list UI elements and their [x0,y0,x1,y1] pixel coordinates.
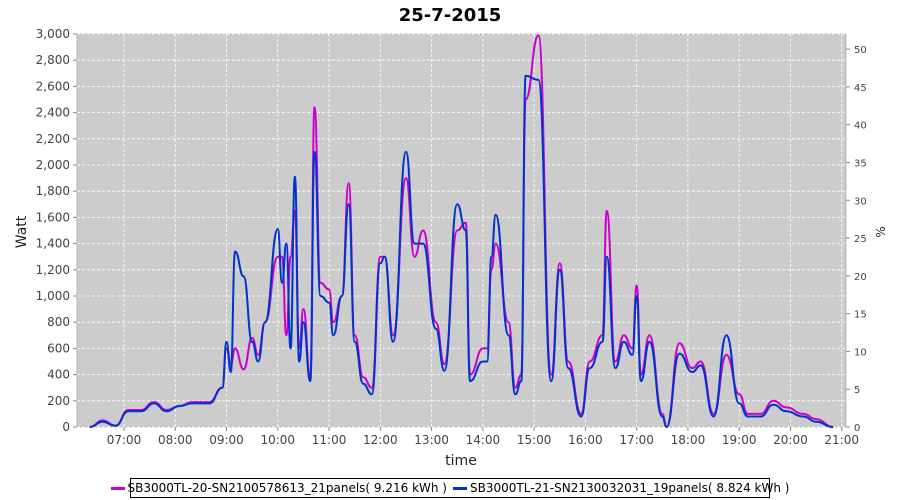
y2-tick-label: 10 [854,347,867,358]
y-tick-label: 1,600 [36,210,70,224]
x-axis-label: time [445,453,477,469]
x-tick-label: 13:00 [414,433,449,447]
x-tick-label: 10:00 [260,433,295,447]
x-tick-label: 08:00 [158,433,193,447]
series-line-2 [89,74,834,428]
y-tick-label: 2,000 [36,158,70,172]
x-tick-label: 07:00 [107,433,142,447]
y-tick-label: 2,400 [36,106,70,120]
y2-tick-label: 30 [854,196,867,207]
y2-tick-label: 50 [854,45,867,56]
x-axis-ticks: 07:00 08:00 09:00 10:00 11:00 12:00 13:00 14:00… [107,427,859,447]
x-tick-label: 18:00 [671,433,706,447]
x-tick-label: 12:00 [363,433,398,447]
y-tick-label: 3,000 [36,27,70,41]
y2-tick-label: 20 [854,272,867,283]
x-tick-label: 15:00 [517,433,552,447]
y2-axis-label: % [874,226,888,237]
x-tick-label: 17:00 [619,433,654,447]
y2-tick-label: 5 [854,385,860,396]
y2-tick-label: 35 [854,158,867,169]
y-tick-label: 2,600 [36,79,70,93]
y2-tick-label: 15 [854,310,867,321]
plot-area [76,33,847,428]
grid-lines [77,33,846,428]
x-tick-label: 09:00 [209,433,244,447]
y-axis-left-ticks: 0 200 400 600 800 1,000 1,200 1,400 1,600 1,800 2,… [36,27,77,434]
y2-tick-label: 40 [854,121,867,132]
y-tick-label: 2,800 [36,53,70,67]
y2-tick-label: 45 [854,83,867,94]
legend-swatch-2 [453,486,467,490]
x-tick-label: 20:00 [773,433,808,447]
y2-tick-label: 25 [854,234,867,245]
y-axis-right-ticks: 0 5 10 15 20 25 30 35 40 45 50 [846,45,867,434]
x-tick-label: 21:00 [824,433,859,447]
y-tick-label: 200 [47,394,70,408]
y-tick-label: 1,000 [36,289,70,303]
series-lines [89,34,834,428]
y-tick-label: 1,200 [36,263,70,277]
legend-swatch-1 [110,486,125,490]
y-tick-label: 800 [47,315,70,329]
y-tick-label: 1,800 [36,184,70,198]
x-tick-label: 11:00 [312,433,347,447]
legend-label-2: SB3000TL-21-SN2130032031_19panels( 8.824… [470,481,790,495]
chart-title: 25-7-2015 [399,5,502,26]
y2-tick-label: 0 [854,423,860,434]
x-tick-label: 16:00 [568,433,603,447]
y-axis-label: Watt [14,215,30,248]
y-tick-label: 1,400 [36,237,70,251]
x-tick-label: 14:00 [466,433,501,447]
legend-item-2: SB3000TL-21-SN2130032031_19panels( 8.824… [453,481,789,495]
x-tick-label: 19:00 [722,433,757,447]
y-tick-label: 400 [47,368,70,382]
y-tick-label: 2,200 [36,132,70,146]
y-tick-label: 600 [47,341,70,355]
y-tick-label: 0 [62,420,70,434]
legend-label-1: SB3000TL-20-SN2100578613_21panels( 9.216… [127,481,447,495]
legend: SB3000TL-20-SN2100578613_21panels( 9.216… [110,478,789,498]
legend-item-1: SB3000TL-20-SN2100578613_21panels( 9.216… [110,481,447,495]
